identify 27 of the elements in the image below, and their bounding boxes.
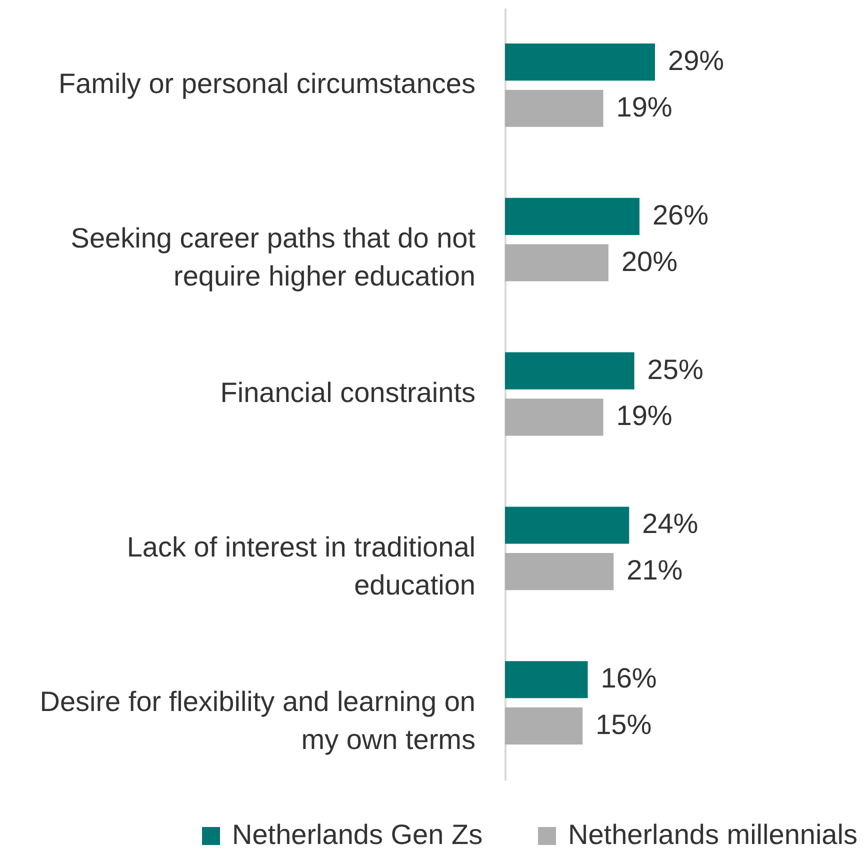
data-label: 26% [652,199,709,230]
data-label: 19% [616,91,672,122]
y-tick-label: Financial constraints [220,377,476,408]
bar [505,553,614,590]
bar [505,90,604,127]
bar [505,506,630,544]
y-tick-label: Seeking career paths that do not require higher education [70,222,476,292]
data-label: 16% [600,662,657,694]
data-label: 29% [668,45,724,76]
y-tick-label: Desire for flexibility and learning on my own terms [40,686,476,755]
data-label: 19% [616,400,672,432]
data-label: 21% [626,554,683,586]
legend-label: Netherlands Gen Zs [232,819,483,850]
bar [505,398,604,436]
bar [505,44,655,81]
bar [505,352,634,390]
data-label: 24% [642,508,698,540]
bar [505,707,583,744]
legend-label: Netherlands millennials [568,819,858,850]
bar [505,661,588,698]
y-tick-label: Family or personal circumstances [58,68,476,100]
y-tick-label: Lack of interest in traditional education [126,531,476,600]
data-label: 25% [647,354,704,385]
bar [505,244,608,282]
data-label: 20% [621,246,678,277]
data-label: 15% [596,708,652,740]
bar [505,198,640,235]
